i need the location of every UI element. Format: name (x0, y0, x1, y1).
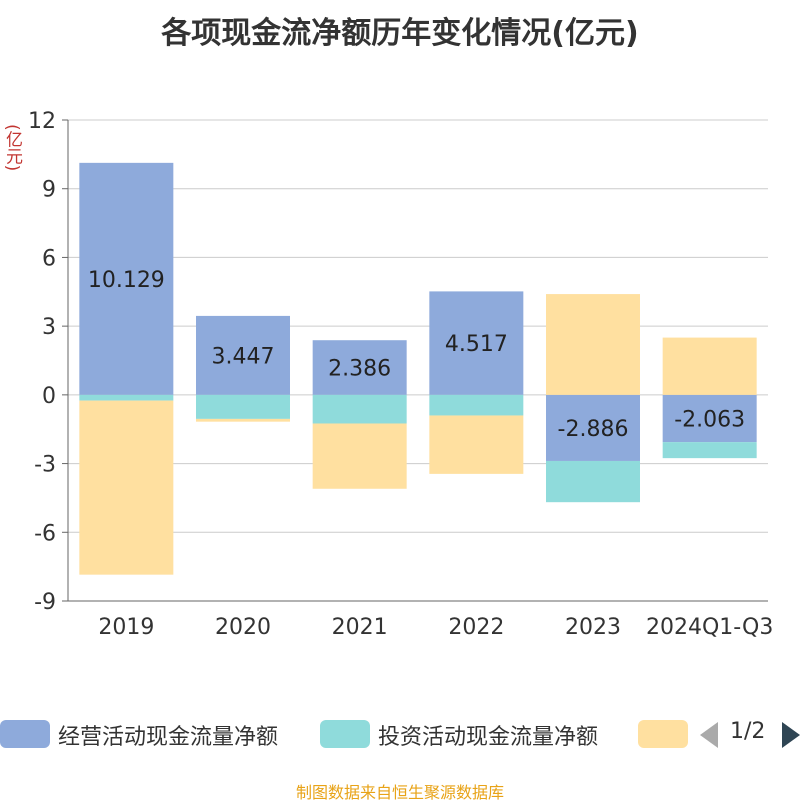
bar-series2-2022 (429, 415, 524, 474)
legend-page-indicator: 1/2 (730, 719, 766, 744)
y-tick-label: 3 (42, 315, 56, 340)
data-label-2022: 4.517 (445, 332, 508, 357)
y-tick-label: 12 (28, 109, 56, 134)
x-tick-label: 2021 (332, 615, 388, 640)
x-tick-label: 2020 (215, 615, 271, 640)
bar-series0-2024Q1-Q3 (662, 394, 757, 443)
data-label-2019: 10.129 (88, 268, 165, 293)
chart-plot: 12 9 6 3 0 -3 -6 -9 2019 2020 2021 2022 2023 2024Q1-Q… (28, 109, 773, 640)
legend-label-operating: 经营活动现金流量净额 (58, 725, 279, 750)
y-tick-label: 6 (42, 246, 56, 271)
legend-label-investing: 投资活动现金流量净额 (378, 725, 599, 750)
legend-prev-page-icon[interactable] (700, 722, 718, 748)
x-tick-label: 2023 (565, 615, 621, 640)
chart-title: 各项现金流净额历年变化情况(亿元) (161, 16, 639, 51)
x-tick-label: 2024Q1-Q3 (646, 615, 773, 640)
bar-series1-2020 (196, 394, 290, 419)
legend-next-page-icon[interactable] (782, 722, 800, 748)
legend-swatch-operating (0, 720, 50, 748)
bar-series1-2022 (429, 394, 524, 416)
bar-series2-2021 (312, 423, 407, 489)
y-tick-label: -3 (34, 453, 56, 478)
bar-series0-2019 (79, 162, 174, 395)
y-tick-label: -6 (34, 521, 56, 546)
source-note: 制图数据来自恒生聚源数据库 (295, 783, 504, 802)
data-label-2020: 3.447 (212, 344, 275, 369)
y-axis-unit-label: (亿元) (2, 124, 22, 172)
bar-series0-2020 (196, 315, 290, 395)
bar-series0-2022 (429, 291, 524, 395)
bar-series0-2021 (312, 340, 407, 395)
bar-series1-2024Q1-Q3 (662, 442, 757, 459)
bar-series1-2019 (79, 394, 174, 401)
bar-series1-2023 (546, 460, 640, 503)
bar-series2-2023 (546, 294, 640, 395)
data-label-2021: 2.386 (328, 357, 391, 382)
y-tick-label: 9 (42, 178, 56, 203)
y-tick-label: 0 (42, 384, 56, 409)
x-tick-label: 2022 (448, 615, 504, 640)
data-label-2023: -2.886 (558, 417, 629, 442)
data-label-2024Q1-Q3: -2.063 (674, 407, 745, 432)
bar-series0-2023 (546, 394, 640, 461)
x-tick-label: 2019 (98, 615, 154, 640)
y-tick-label: -9 (34, 590, 56, 615)
bar-series2-2024Q1-Q3 (662, 337, 757, 395)
legend-swatch-third (638, 720, 688, 748)
legend-swatch-investing (320, 720, 370, 748)
bar-series2-2019 (79, 400, 174, 575)
bar-series2-2020 (196, 418, 290, 422)
legend: 经营活动现金流量净额 投资活动现金流量净额 1/2 (0, 716, 800, 756)
bar-series1-2021 (312, 394, 407, 424)
